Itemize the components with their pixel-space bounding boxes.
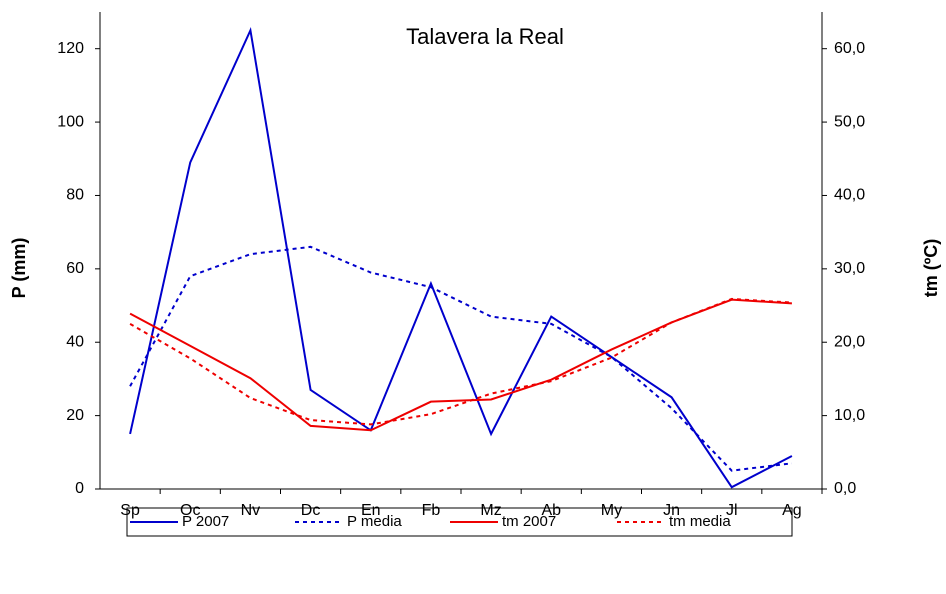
- y2-tick-label: 20,0: [834, 333, 865, 350]
- y-tick-label: 40: [66, 333, 84, 350]
- y-axis-label: P (mm): [9, 238, 29, 299]
- series-line: [129, 298, 792, 432]
- legend-box: [126, 507, 793, 537]
- y2-axis-label: tm (ºC): [921, 239, 941, 298]
- y2-tick-label: 60,0: [834, 40, 865, 57]
- x-tick-label: Ag: [782, 502, 802, 519]
- x-tick-label: En: [361, 502, 381, 519]
- series-line: [129, 245, 793, 472]
- x-tick-label: Oc: [180, 502, 200, 519]
- x-tick-label: Ab: [541, 502, 561, 519]
- x-tick-label: Mz: [480, 502, 501, 519]
- y2-tick-label: 0,0: [834, 480, 856, 497]
- x-tick-label: My: [601, 502, 622, 519]
- x-tick-label: Jn: [663, 502, 680, 519]
- y-tick-label: 60: [66, 260, 84, 277]
- y2-tick-label: 10,0: [834, 407, 865, 424]
- y2-tick-label: 50,0: [834, 113, 865, 130]
- x-tick-label: Dc: [301, 502, 321, 519]
- y-tick-label: 20: [66, 407, 84, 424]
- y-tick-label: 100: [57, 113, 84, 130]
- legend-label: P 2007: [182, 513, 229, 530]
- y-tick-label: 80: [66, 187, 84, 204]
- legend-label: tm media: [669, 513, 731, 530]
- series-line: [129, 26, 793, 489]
- x-tick-label: Fb: [422, 502, 441, 519]
- legend-label: tm 2007: [502, 513, 556, 530]
- y-tick-label: 0: [75, 480, 84, 497]
- y-tick-label: 120: [57, 40, 84, 57]
- legend-label: P media: [347, 513, 402, 530]
- chart-title: Talavera la Real: [406, 24, 564, 49]
- y2-tick-label: 40,0: [834, 187, 865, 204]
- series-line: [129, 297, 792, 426]
- x-tick-label: Jl: [726, 502, 738, 519]
- x-tick-label: Sp: [120, 502, 140, 519]
- x-tick-label: Nv: [241, 502, 261, 519]
- y2-tick-label: 30,0: [834, 260, 865, 277]
